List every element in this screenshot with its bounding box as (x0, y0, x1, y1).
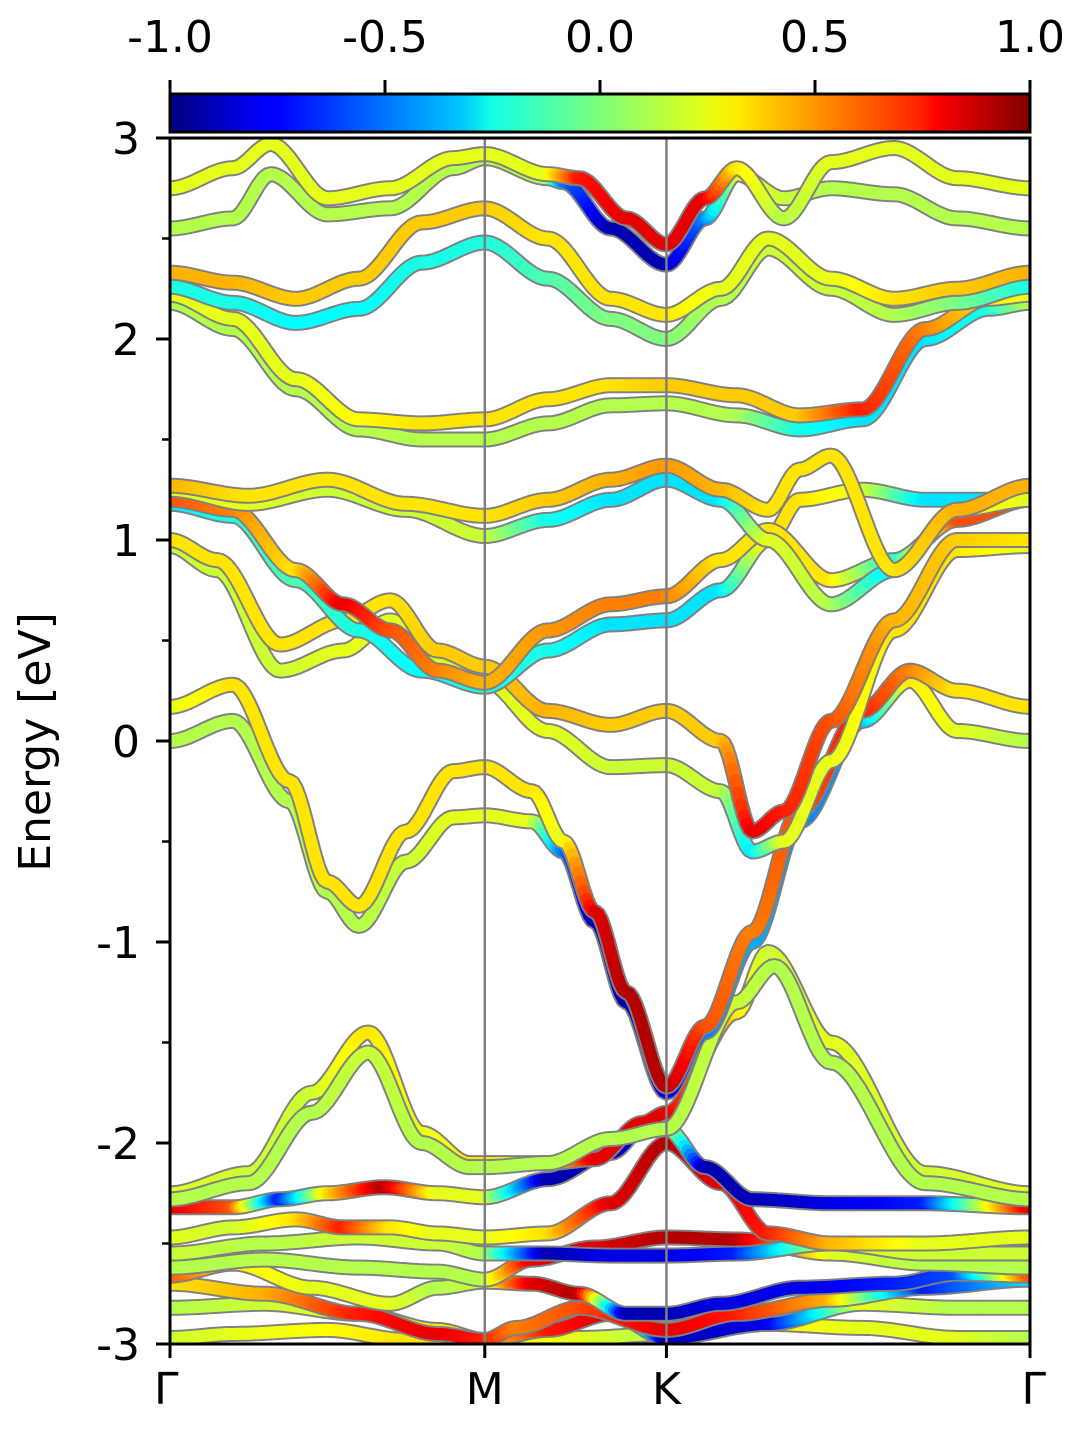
colorbar-gradient (168, 92, 1032, 134)
colorbar-tick-label: 0.5 (780, 12, 850, 63)
band-16 (170, 491, 1030, 691)
band-lines (170, 138, 1030, 1344)
colorbar-ticks: -1.0 -0.5 0.0 0.5 1.0 (127, 12, 1065, 94)
colorbar-tick-label: 1.0 (995, 12, 1065, 63)
band-7 (170, 1135, 1030, 1252)
band-outline (170, 672, 1030, 1101)
band-1 (170, 1315, 1030, 1344)
band-12 (170, 662, 1030, 1095)
band-11 (170, 672, 1030, 1101)
band-outline (170, 481, 1030, 695)
band-5 (170, 1229, 1030, 1288)
band-15 (170, 481, 1030, 695)
band-outline (170, 491, 1030, 691)
band-outline (170, 662, 1030, 1095)
colorbar-tick-label: 0.0 (565, 12, 635, 63)
colorbar-tick-label: -0.5 (342, 12, 428, 63)
band-10 (170, 958, 1030, 1208)
colorbar-tick-label: -1.0 (127, 12, 213, 63)
colorbar: -1.0 -0.5 0.0 0.5 1.0 (127, 12, 1065, 134)
